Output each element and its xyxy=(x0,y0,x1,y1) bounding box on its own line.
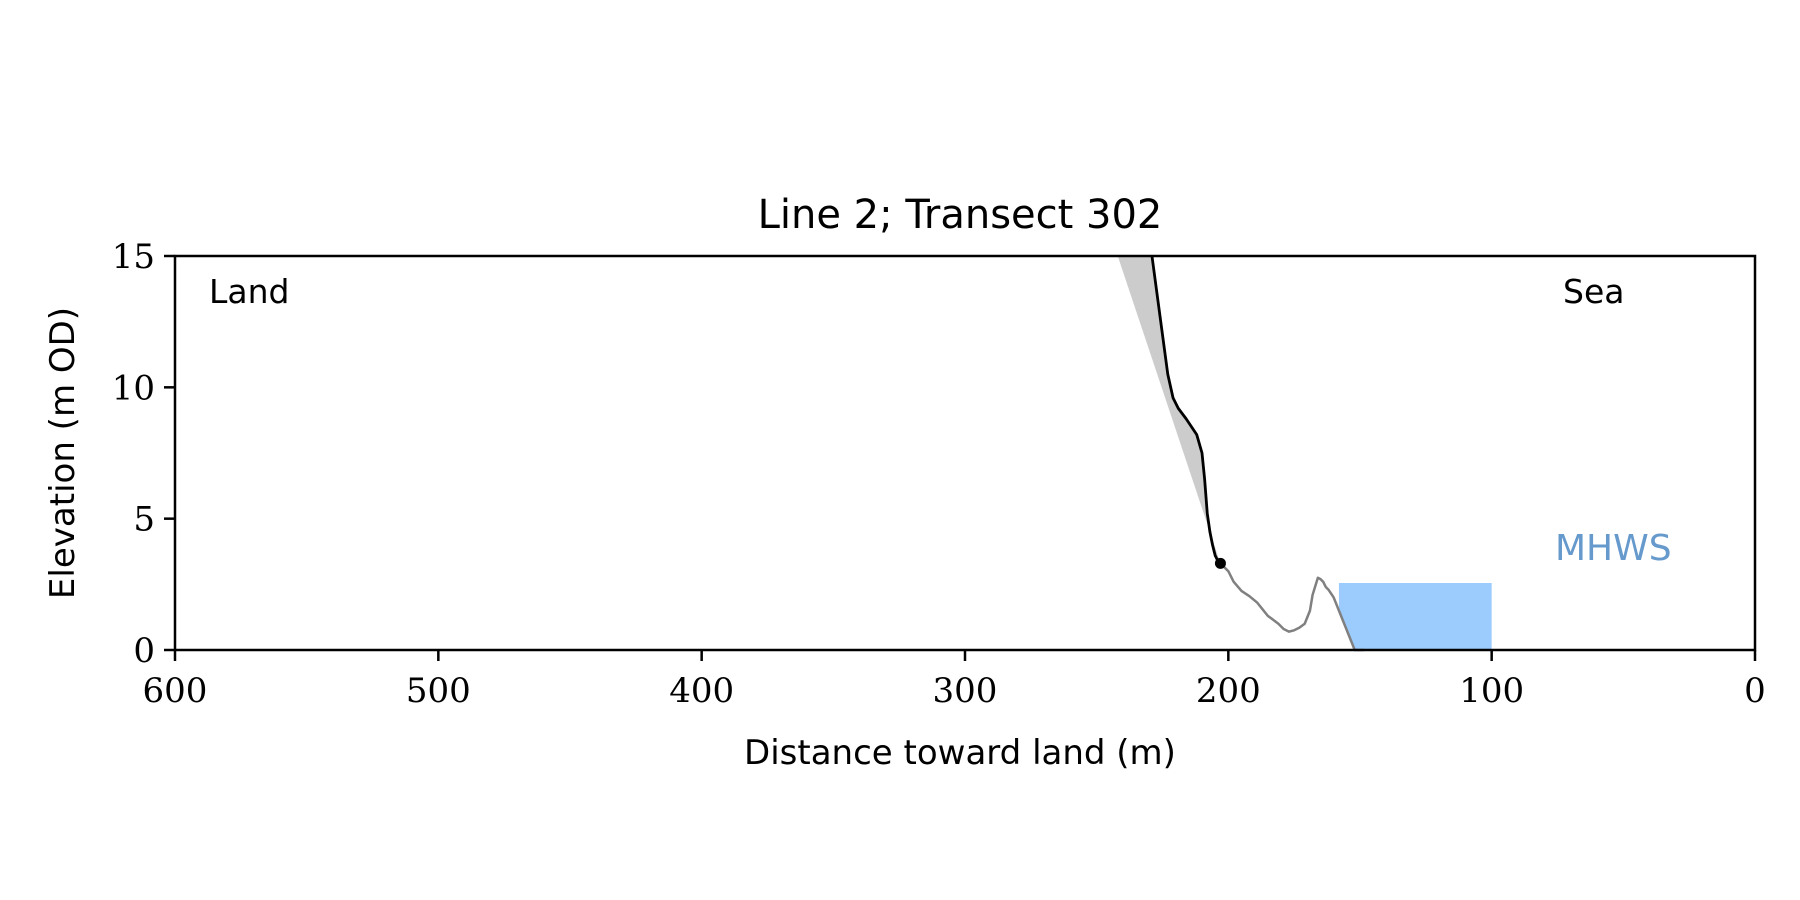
x-tick-label: 300 xyxy=(933,671,998,711)
y-tick-label: 10 xyxy=(112,368,155,408)
y-tick-label: 0 xyxy=(133,631,155,671)
cliff-envelope-fill xyxy=(1117,256,1221,564)
y-tick-label: 5 xyxy=(133,500,155,540)
x-tick-label: 400 xyxy=(669,671,734,711)
x-tick-label: 100 xyxy=(1459,671,1524,711)
x-axis-ticks: 600 500 400 300 200 100 0 xyxy=(143,650,1766,711)
fill-layer xyxy=(1117,256,1492,650)
land-label: Land xyxy=(209,272,289,311)
sea-label: Sea xyxy=(1563,272,1624,311)
beach-profile-line xyxy=(1219,562,1364,652)
x-tick-label: 500 xyxy=(406,671,471,711)
x-tick-label: 0 xyxy=(1744,671,1766,711)
x-tick-label: 200 xyxy=(1196,671,1261,711)
cliff-profile-line xyxy=(1150,255,1222,565)
x-tick-label: 600 xyxy=(143,671,208,711)
mhws-label: MHWS xyxy=(1555,528,1672,569)
line-layer xyxy=(1150,255,1364,652)
chart-title: Line 2; Transect 302 xyxy=(758,192,1163,238)
water-fill xyxy=(1338,583,1492,650)
y-axis-ticks: 0 5 10 15 xyxy=(112,237,175,671)
x-axis-label: Distance toward land (m) xyxy=(744,733,1176,773)
y-tick-label: 15 xyxy=(112,237,155,277)
cliff-toe-point xyxy=(1214,557,1226,569)
y-axis-label: Elevation (m OD) xyxy=(43,307,83,599)
plot-frame xyxy=(173,254,1757,652)
